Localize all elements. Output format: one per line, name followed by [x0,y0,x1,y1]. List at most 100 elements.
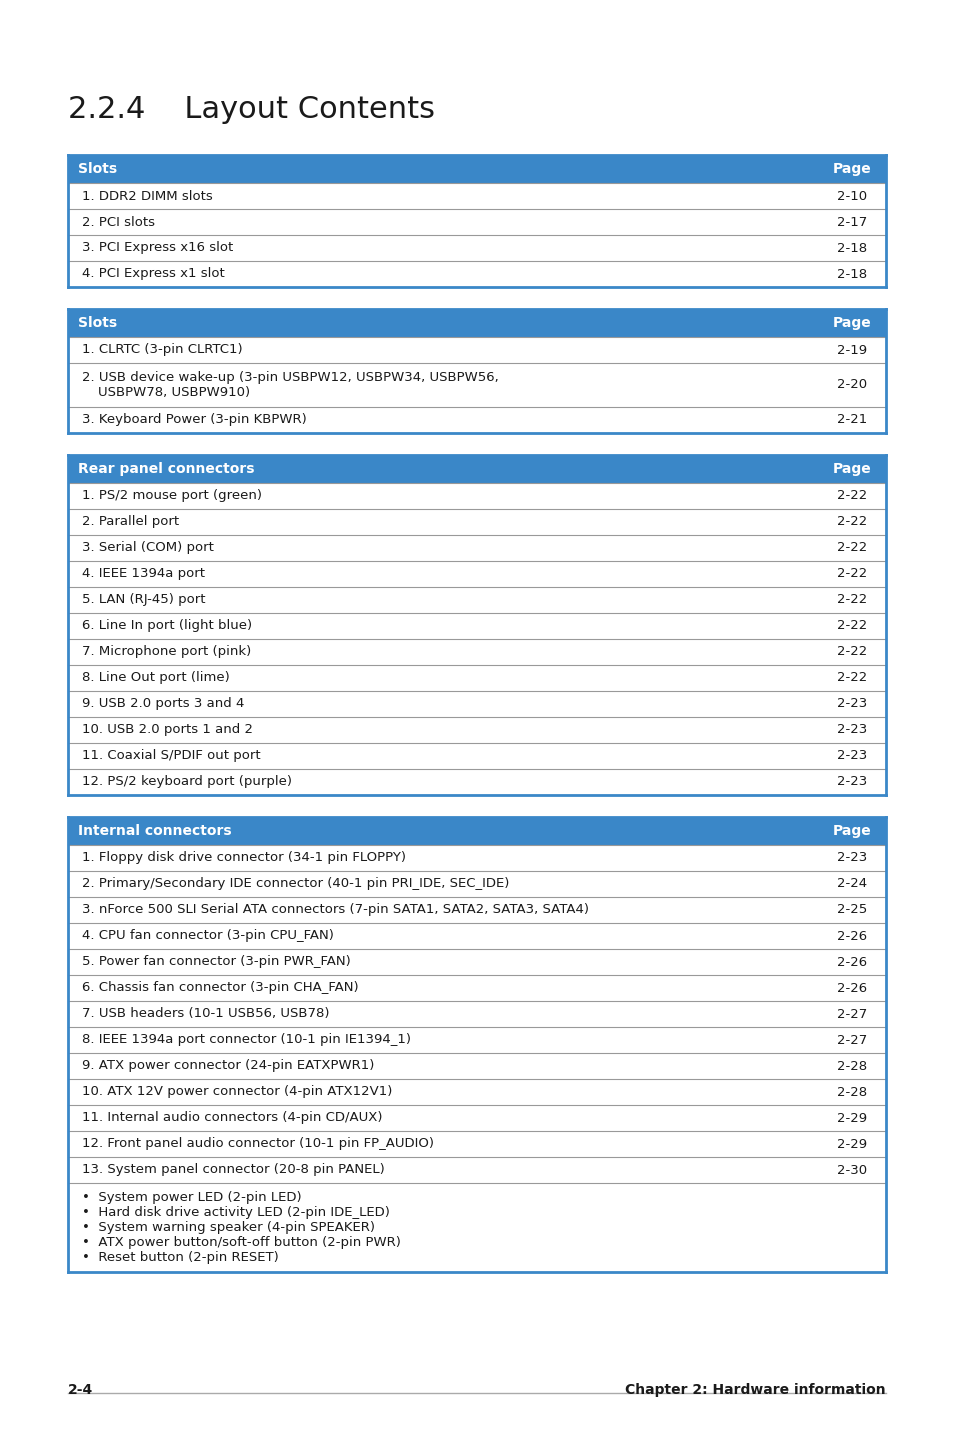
Bar [68,155,885,183]
Text: Rear panel connectors: Rear panel connectors [78,462,254,476]
Text: 2-28: 2-28 [836,1060,866,1073]
Bar [68,743,885,769]
Text: 8. Line Out port (lime): 8. Line Out port (lime) [82,672,230,684]
Text: 2. Primary/Secondary IDE connector (40-1 pin PRI_IDE, SEC_IDE): 2. Primary/Secondary IDE connector (40-1… [82,877,509,890]
Text: 11. Internal audio connectors (4-pin CD/AUX): 11. Internal audio connectors (4-pin CD/… [82,1112,382,1125]
Text: 2-23: 2-23 [836,749,866,762]
Text: •  System power LED (2-pin LED): • System power LED (2-pin LED) [82,1191,301,1204]
Text: 2-23: 2-23 [836,775,866,788]
Text: •  Reset button (2-pin RESET): • Reset button (2-pin RESET) [82,1251,278,1264]
Text: 9. ATX power connector (24-pin EATXPWR1): 9. ATX power connector (24-pin EATXPWR1) [82,1060,374,1073]
Text: 12. Front panel audio connector (10-1 pin FP_AUDIO): 12. Front panel audio connector (10-1 pi… [82,1137,434,1150]
Bar [68,362,885,407]
Text: 10. USB 2.0 ports 1 and 2: 10. USB 2.0 ports 1 and 2 [82,723,253,736]
Text: 2-27: 2-27 [836,1008,866,1021]
Bar [68,509,885,535]
Text: 2-19: 2-19 [836,344,866,357]
Text: Internal connectors: Internal connectors [78,824,232,838]
Text: 4. PCI Express x1 slot: 4. PCI Express x1 slot [82,267,225,280]
Text: 2-23: 2-23 [836,697,866,710]
Bar [68,718,885,743]
Text: 2-28: 2-28 [836,1086,866,1099]
Text: 1. Floppy disk drive connector (34-1 pin FLOPPY): 1. Floppy disk drive connector (34-1 pin… [82,851,406,864]
Text: •  Hard disk drive activity LED (2-pin IDE_LED): • Hard disk drive activity LED (2-pin ID… [82,1206,390,1219]
Text: 9. USB 2.0 ports 3 and 4: 9. USB 2.0 ports 3 and 4 [82,697,244,710]
Text: 2-17: 2-17 [836,216,866,229]
Text: 6. Chassis fan connector (3-pin CHA_FAN): 6. Chassis fan connector (3-pin CHA_FAN) [82,982,358,995]
Text: 5. LAN (RJ-45) port: 5. LAN (RJ-45) port [82,594,205,607]
Text: 2-18: 2-18 [836,267,866,280]
Text: 5. Power fan connector (3-pin PWR_FAN): 5. Power fan connector (3-pin PWR_FAN) [82,955,351,969]
Text: Slots: Slots [78,316,117,329]
Text: Page: Page [832,824,870,838]
Bar [68,1027,885,1053]
Bar [68,975,885,1001]
Text: 2-25: 2-25 [836,903,866,916]
Text: 1. PS/2 mouse port (green): 1. PS/2 mouse port (green) [82,489,262,502]
Bar [68,613,885,638]
Bar [68,664,885,692]
Text: •  ATX power button/soft-off button (2-pin PWR): • ATX power button/soft-off button (2-pi… [82,1237,400,1250]
Bar [68,692,885,718]
Text: Slots: Slots [78,162,117,175]
Bar [68,336,885,362]
Text: 2-4: 2-4 [68,1383,93,1396]
Text: 2. PCI slots: 2. PCI slots [82,216,154,229]
Text: 2-18: 2-18 [836,242,866,255]
Text: 2-24: 2-24 [836,877,866,890]
Text: 7. USB headers (10-1 USB56, USB78): 7. USB headers (10-1 USB56, USB78) [82,1008,329,1021]
Text: 2-26: 2-26 [836,982,866,995]
Text: 3. PCI Express x16 slot: 3. PCI Express x16 slot [82,242,233,255]
Bar [68,846,885,871]
Text: 11. Coaxial S/PDIF out port: 11. Coaxial S/PDIF out port [82,749,260,762]
Text: 10. ATX 12V power connector (4-pin ATX12V1): 10. ATX 12V power connector (4-pin ATX12… [82,1086,392,1099]
Bar [68,1104,885,1132]
Text: 2.2.4    Layout Contents: 2.2.4 Layout Contents [68,95,435,124]
Bar [68,483,885,509]
Text: 3. nForce 500 SLI Serial ATA connectors (7-pin SATA1, SATA2, SATA3, SATA4): 3. nForce 500 SLI Serial ATA connectors … [82,903,588,916]
Bar [68,309,885,336]
Text: •  System warning speaker (4-pin SPEAKER): • System warning speaker (4-pin SPEAKER) [82,1221,375,1234]
Text: 2-23: 2-23 [836,723,866,736]
Text: 2-29: 2-29 [836,1137,866,1150]
Bar [68,454,885,483]
Text: 2-22: 2-22 [836,620,866,633]
Bar [68,897,885,923]
Text: 2-22: 2-22 [836,515,866,529]
Bar [68,1078,885,1104]
Bar [68,183,885,209]
Text: 3. Serial (COM) port: 3. Serial (COM) port [82,542,213,555]
Text: Page: Page [832,316,870,329]
Bar [68,923,885,949]
Text: Page: Page [832,462,870,476]
Text: 2-22: 2-22 [836,568,866,581]
Bar [68,1132,885,1158]
Bar [68,234,885,262]
Text: 12. PS/2 keyboard port (purple): 12. PS/2 keyboard port (purple) [82,775,292,788]
Bar [68,769,885,795]
Text: 3. Keyboard Power (3-pin KBPWR): 3. Keyboard Power (3-pin KBPWR) [82,414,307,427]
Bar [68,262,885,288]
Text: 1. CLRTC (3-pin CLRTC1): 1. CLRTC (3-pin CLRTC1) [82,344,242,357]
Text: Page: Page [832,162,870,175]
Text: 4. IEEE 1394a port: 4. IEEE 1394a port [82,568,205,581]
Text: 2-30: 2-30 [836,1163,866,1176]
Bar [68,949,885,975]
Text: 2-20: 2-20 [836,378,866,391]
Text: 2. USB device wake-up (3-pin USBPW12, USBPW34, USBPW56,: 2. USB device wake-up (3-pin USBPW12, US… [82,371,498,384]
Text: 2-10: 2-10 [836,190,866,203]
Bar [68,1001,885,1027]
Text: 2-26: 2-26 [836,955,866,969]
Text: 2-22: 2-22 [836,542,866,555]
Text: 2-29: 2-29 [836,1112,866,1125]
Bar [68,1183,885,1273]
Text: Chapter 2: Hardware information: Chapter 2: Hardware information [625,1383,885,1396]
Text: 13. System panel connector (20-8 pin PANEL): 13. System panel connector (20-8 pin PAN… [82,1163,384,1176]
Text: 2-21: 2-21 [836,414,866,427]
Text: 1. DDR2 DIMM slots: 1. DDR2 DIMM slots [82,190,213,203]
Bar [68,638,885,664]
Bar [68,407,885,433]
Bar [68,1053,885,1078]
Text: 7. Microphone port (pink): 7. Microphone port (pink) [82,646,251,659]
Text: 2-22: 2-22 [836,489,866,502]
